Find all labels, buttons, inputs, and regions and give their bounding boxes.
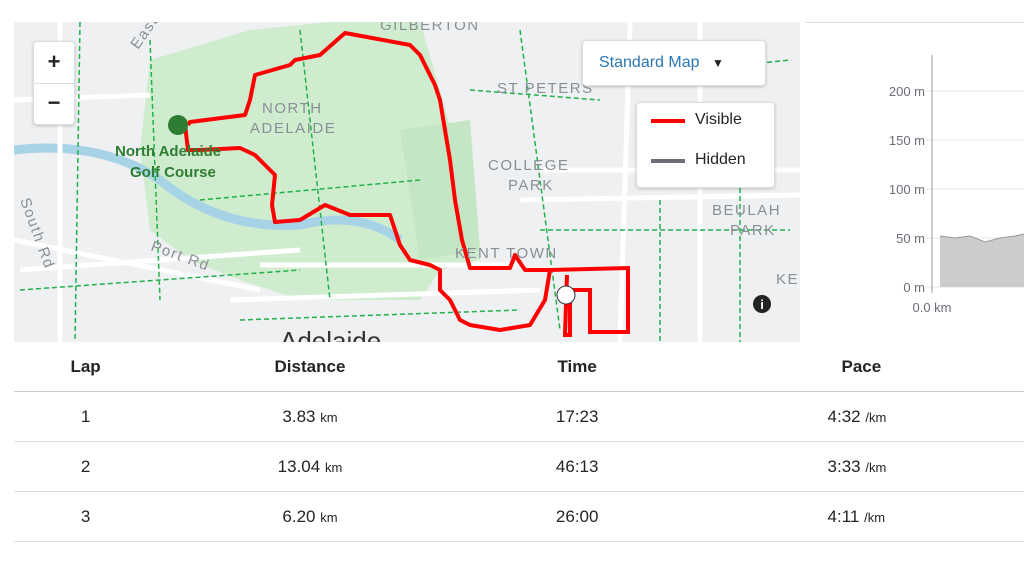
- map-label: PARK: [730, 222, 776, 239]
- pace: 4:11: [827, 506, 860, 526]
- cell: 1: [14, 391, 158, 442]
- y-tick-label: 150 m: [889, 133, 925, 148]
- map-label: COLLEGE: [488, 157, 569, 174]
- map-type-dropdown[interactable]: Standard Map ▼: [582, 40, 766, 86]
- zoom-controls: + −: [33, 41, 75, 125]
- y-tick-label: 200 m: [889, 84, 925, 99]
- map-label: BEULAH: [712, 202, 781, 219]
- cell: 3.83 km: [157, 391, 463, 442]
- zoom-out[interactable]: −: [47, 90, 61, 115]
- pace: 4:32: [827, 406, 861, 426]
- map-legend: Visible Hidden: [636, 102, 775, 188]
- map-label: KE: [776, 271, 799, 288]
- lap-row: 3 6.20 km 26:00 4:11 /km: [14, 491, 1024, 542]
- map-type-label: Standard Map: [599, 54, 700, 71]
- map-label: Adelaide: [280, 326, 381, 342]
- elevation-chart: 200 m 150 m 100 m 50 m 0 m 0.0 km: [805, 22, 1024, 315]
- map-label: GILBERTON: [380, 22, 480, 34]
- legend-label: Hidden: [695, 151, 746, 168]
- dropdown-caret: ▼: [711, 56, 724, 70]
- lap-row: 2 13.04 km 46:13 3:33 /km: [14, 441, 1024, 492]
- cell: 46:13: [462, 441, 692, 492]
- lap-row: 1 3.83 km 17:23 4:32 /km: [14, 391, 1024, 442]
- header-cell: Lap: [14, 342, 158, 392]
- zoom-in[interactable]: +: [34, 42, 74, 84]
- table-header: Lap Distance Time Pace: [14, 342, 1024, 392]
- lap: 2: [80, 456, 91, 476]
- cell: 4:11 /km: [691, 491, 1024, 542]
- time: 26:00: [555, 506, 599, 526]
- laps-table: Lap Distance Time Pace 1 3.83 km 17:23 4:32…: [14, 342, 1024, 542]
- legend-label: Visible: [695, 111, 742, 128]
- pace-unit: /km: [864, 509, 886, 525]
- map-label: ST PETERS: [497, 80, 594, 97]
- time: 46:13: [555, 456, 599, 476]
- info-icon[interactable]: i: [760, 297, 764, 312]
- y-tick-label: 0 m: [903, 280, 925, 295]
- distance-unit: km: [320, 409, 338, 425]
- map-label: North Adelaide: [115, 143, 221, 160]
- cell: 6.20 km: [157, 491, 463, 542]
- cell: 3: [14, 491, 158, 542]
- map-label: NORTH: [262, 100, 323, 117]
- y-tick-label: 50 m: [896, 231, 925, 246]
- cell: 3:33 /km: [691, 441, 1024, 492]
- cell: 2: [14, 441, 158, 492]
- distance: 3.83: [282, 406, 316, 426]
- lap: 3: [80, 506, 91, 526]
- y-tick-label: 100 m: [889, 182, 925, 197]
- x-tick-label: 0.0 km: [912, 300, 951, 315]
- time: 17:23: [555, 406, 599, 426]
- pace-unit: /km: [865, 459, 887, 475]
- header-cell: Pace: [691, 342, 1024, 392]
- header-cell: Distance: [157, 342, 463, 392]
- pace-unit: /km: [865, 409, 887, 425]
- header-cell: Time: [462, 342, 692, 392]
- map-label: PARK: [508, 177, 554, 194]
- cell: 13.04 km: [157, 441, 463, 492]
- cell: 26:00: [462, 491, 692, 542]
- map-label: ADELAIDE: [250, 120, 336, 137]
- map-label: Golf Course: [130, 164, 216, 181]
- map-label: KENT TOWN: [455, 245, 558, 262]
- pace: 3:33: [827, 456, 861, 476]
- distance-unit: km: [324, 459, 343, 475]
- distance: 13.04: [277, 456, 321, 476]
- distance: 6.20: [282, 506, 316, 526]
- cell: 4:32 /km: [691, 391, 1024, 442]
- lap: 1: [80, 406, 91, 426]
- distance-unit: km: [320, 509, 338, 525]
- cell: 17:23: [462, 391, 692, 442]
